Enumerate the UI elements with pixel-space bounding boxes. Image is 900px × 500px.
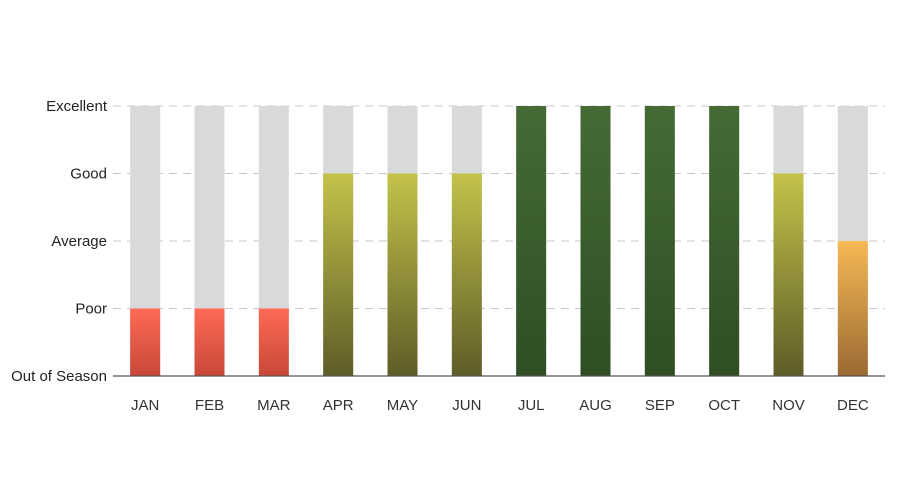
x-axis-labels: JAN FEB MAR APR MAY JUN JUL AUG SEP OCT NOV DEC: [131, 397, 869, 414]
bar-jun[interactable]: [451, 173, 482, 377]
grid-lines: [113, 105, 885, 309]
bar-sep[interactable]: [644, 106, 675, 376]
y-tick-label: Average: [51, 233, 107, 250]
x-tick-label: FEB: [195, 397, 224, 414]
bar-dec[interactable]: [837, 241, 868, 376]
bar-nov[interactable]: [773, 173, 804, 377]
x-tick-label: OCT: [708, 397, 740, 414]
bar-aug[interactable]: [580, 106, 611, 376]
x-tick-label: DEC: [837, 397, 869, 414]
x-tick-label: JUN: [452, 397, 481, 414]
x-tick-label: NOV: [772, 397, 805, 414]
y-tick-label: Poor: [75, 301, 107, 318]
bar-jul[interactable]: [516, 106, 547, 376]
bar-oct[interactable]: [709, 106, 740, 376]
bar-may[interactable]: [387, 173, 418, 377]
x-tick-label: AUG: [579, 397, 612, 414]
bar-jan[interactable]: [130, 308, 161, 377]
x-tick-label: APR: [323, 397, 354, 414]
bar-apr[interactable]: [323, 173, 354, 377]
x-tick-label: JAN: [131, 397, 159, 414]
x-tick-label: SEP: [645, 397, 675, 414]
x-tick-label: MAY: [387, 397, 418, 414]
bar-feb[interactable]: [194, 308, 225, 377]
y-tick-label: Excellent: [46, 98, 108, 115]
y-tick-label: Good: [70, 166, 107, 183]
x-tick-label: JUL: [518, 397, 545, 414]
y-tick-label: Out of Season: [11, 368, 107, 385]
x-tick-label: MAR: [257, 397, 291, 414]
bar-mar[interactable]: [258, 308, 289, 377]
bars: [130, 106, 868, 376]
y-axis-labels: Out of Season Poor Average Good Excellent: [11, 98, 108, 385]
